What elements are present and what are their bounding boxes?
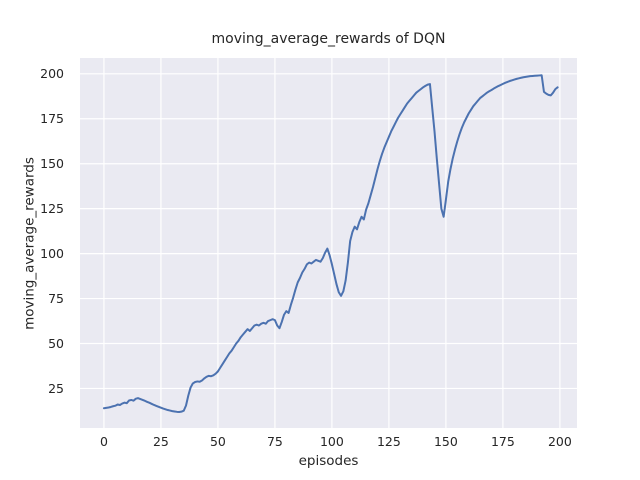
grid-layer: [80, 58, 577, 428]
x-tick-label: 150: [433, 434, 458, 449]
y-axis-label: moving_average_rewards: [21, 157, 38, 330]
y-tick-label: 75: [48, 291, 64, 307]
y-tick-label: 150: [40, 156, 64, 172]
x-tick-label: 25: [152, 434, 169, 449]
y-tick-label: 50: [48, 336, 64, 351]
x-axis-label: episodes: [298, 453, 359, 469]
x-tick-label: 0: [99, 434, 108, 449]
chart-title: moving_average_rewards of DQN: [211, 31, 446, 47]
x-tick-label: 200: [547, 434, 572, 449]
plot-canvas: [80, 58, 577, 428]
plot-area: [80, 58, 577, 428]
x-tick-label: 125: [376, 434, 401, 449]
x-tick-label: 50: [209, 434, 226, 449]
x-tick-label: 75: [266, 434, 283, 449]
line-layer: [102, 74, 559, 413]
x-tick-label: 175: [490, 434, 515, 449]
y-tick-label: 100: [40, 246, 64, 262]
y-tick-label: 175: [40, 111, 64, 127]
y-tick-label: 25: [48, 380, 64, 396]
data-line-moving_average_rewards: [102, 74, 559, 413]
y-tick-label: 125: [40, 201, 64, 217]
x-tick-label: 100: [319, 434, 344, 449]
y-tick-label: 200: [40, 66, 64, 82]
